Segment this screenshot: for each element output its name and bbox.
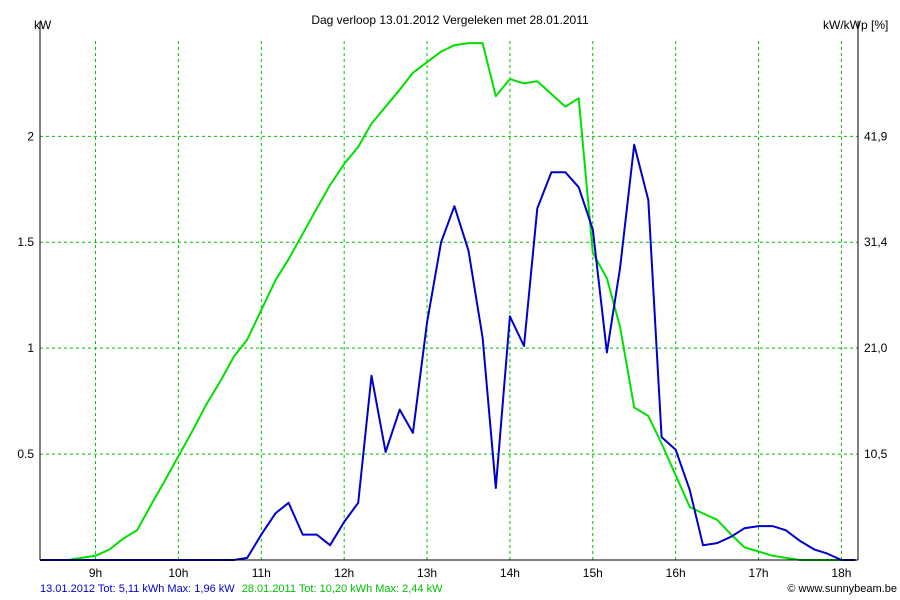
y-tick-labels-right: 10,5 21,0 31,4 41,9 (864, 129, 888, 461)
credit-text: © www.sunnybeam.be (787, 583, 897, 595)
x-tick-14h: 14h (500, 566, 520, 580)
x-tick-16h: 16h (666, 566, 686, 580)
x-tick-15h: 15h (583, 566, 603, 580)
x-tick-9h: 9h (89, 566, 102, 580)
y-tick-left-2: 2 (27, 129, 34, 143)
y-tick-left-0.5: 0.5 (17, 447, 34, 461)
x-tick-labels: 9h 10h 11h 12h 13h 14h 15h 16h 17h 18h (89, 566, 852, 580)
y-tick-right-31,4: 31,4 (864, 235, 888, 249)
series-2012-summary: 13.01.2012 Tot: 5,11 kWh Max: 1,96 kW (40, 583, 235, 595)
series-line-28.01.2011 (40, 42, 856, 561)
y-tick-right-21,0: 21,0 (864, 341, 888, 355)
x-tick-17h: 17h (749, 566, 769, 580)
y-tick-right-10,5: 10,5 (864, 447, 888, 461)
x-tick-12h: 12h (334, 566, 354, 580)
chart-title: Dag verloop 13.01.2012 Vergeleken met 28… (311, 13, 589, 27)
y-axis-left-label: kW (34, 18, 52, 32)
power-chart: Dag verloop 13.01.2012 Vergeleken met 28… (17, 13, 888, 580)
x-tick-13h: 13h (417, 566, 437, 580)
y-tick-labels-left: 0.5 1 1.5 2 (17, 129, 34, 461)
series-line-13.01.2012 (40, 143, 856, 561)
x-tick-11h: 11h (252, 566, 271, 580)
x-tick-10h: 10h (168, 566, 188, 580)
y-axis-right-label: kW/kWp [%] (823, 18, 888, 32)
chart-footer: 13.01.2012 Tot: 5,11 kWh Max: 1,96 kW 28… (40, 583, 446, 595)
axes-frame (39, 21, 859, 561)
y-tick-left-1.5: 1.5 (17, 235, 34, 249)
series-2011-summary: 28.01.2011 Tot: 10,20 kWh Max: 2,44 kW (241, 583, 443, 595)
y-tick-right-41,9: 41,9 (864, 129, 888, 143)
x-tick-18h: 18h (831, 566, 851, 580)
grid-lines (40, 41, 858, 560)
series-lines (40, 42, 856, 561)
y-tick-left-1: 1 (27, 341, 34, 355)
